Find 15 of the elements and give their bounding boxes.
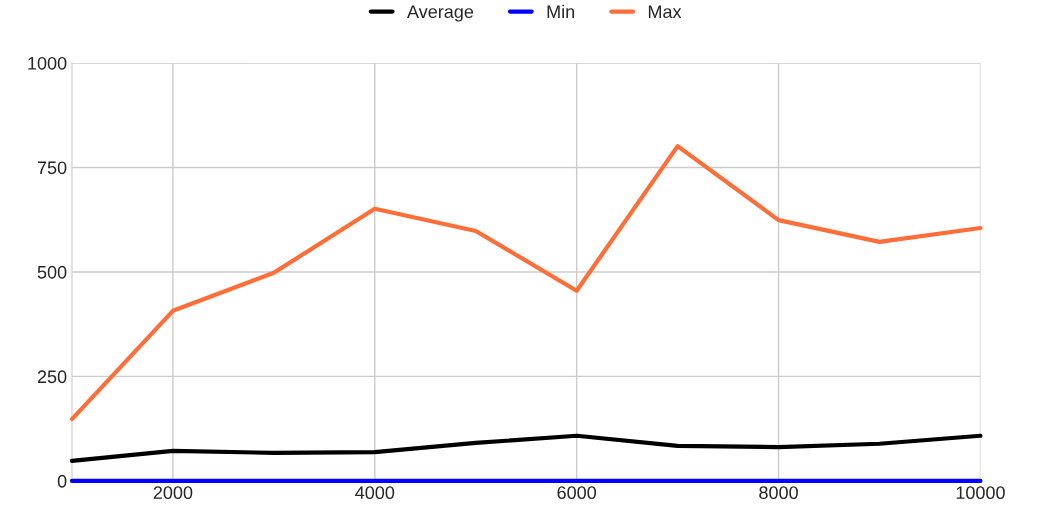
y-tick-label: 750 [37,161,67,175]
y-tick-label: 250 [37,370,67,384]
x-tick-label: 6000 [557,486,597,500]
x-tick-label: 8000 [759,486,798,500]
legend-label: Max [648,5,682,19]
line-series [69,433,983,463]
legend-label: Average [407,5,474,22]
y-tick-label: 1000 [28,56,67,70]
y-tick-label: 0 [57,474,67,488]
y-tick-label: 500 [37,265,67,279]
legend-label: Min [547,4,575,18]
line-series [69,144,983,422]
x-tick-label: 4000 [355,486,395,500]
x-tick-label: 10000 [956,486,1005,500]
x-tick-label: 2000 [153,486,193,500]
